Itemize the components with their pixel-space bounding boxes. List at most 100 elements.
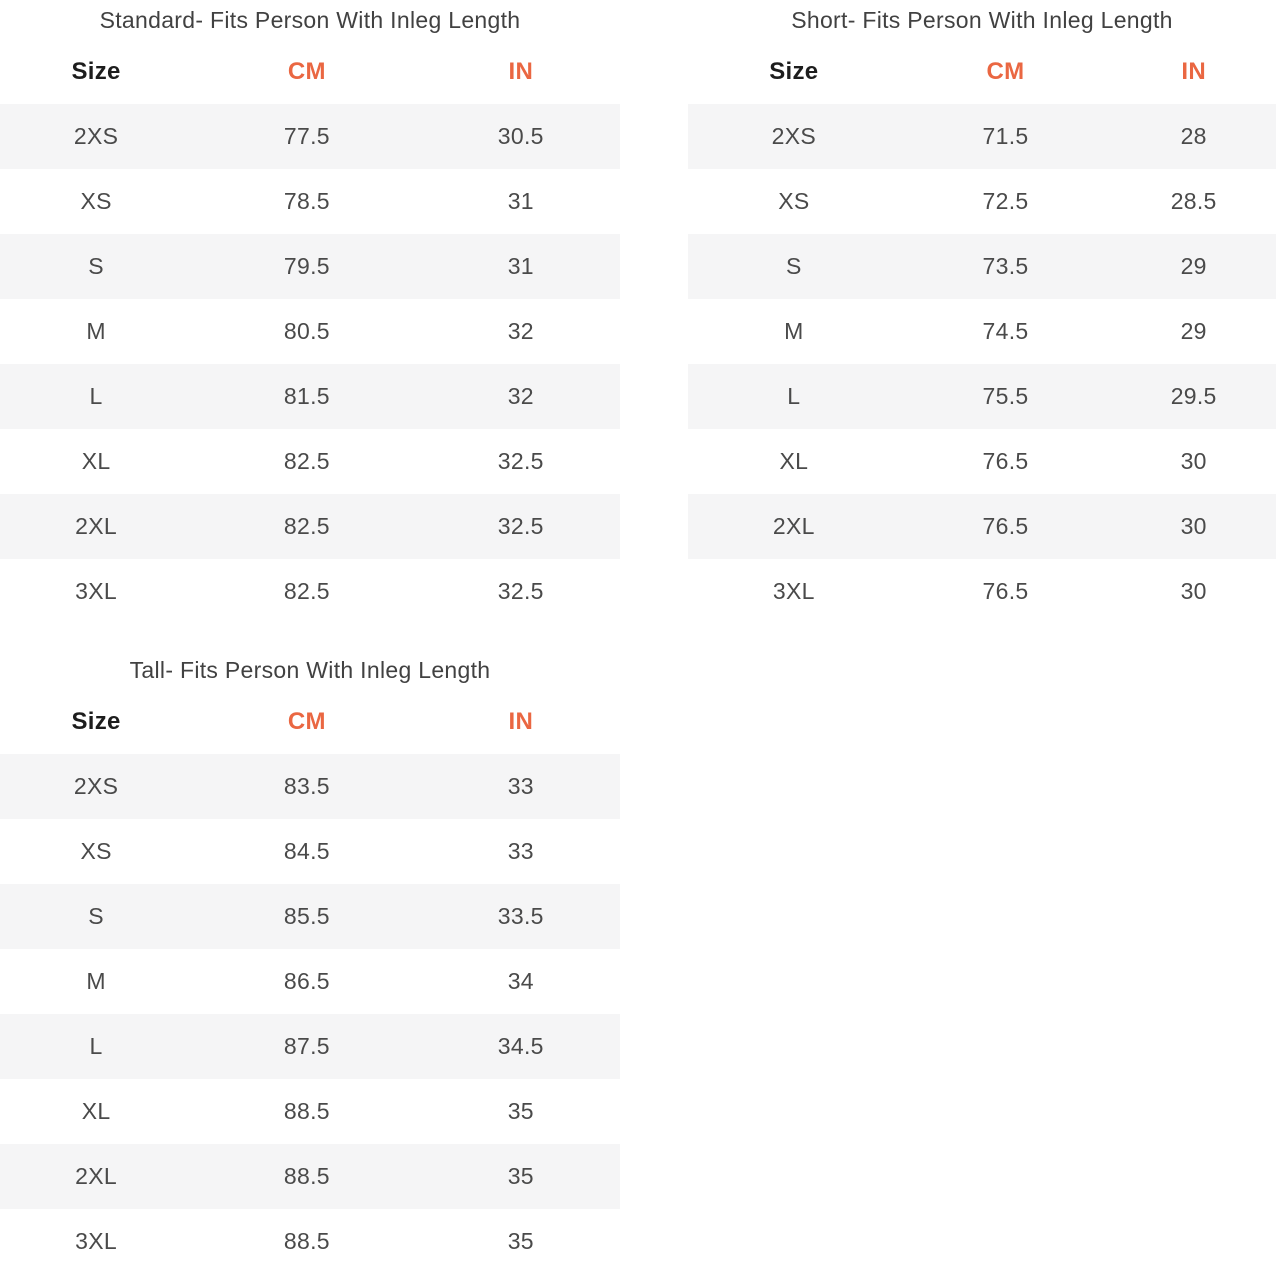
table-row: M 86.5 34	[0, 949, 620, 1014]
in-cell: 31	[507, 188, 534, 214]
cm-cell: 72.5	[982, 188, 1029, 214]
in-cell: 29	[1180, 318, 1207, 344]
cm-cell: 88.5	[283, 1163, 330, 1189]
cm-cell: 81.5	[283, 383, 330, 409]
size-cell: XL	[779, 448, 809, 474]
size-cell: 2XS	[73, 773, 119, 799]
table-row: 2XL 88.5 35	[0, 1144, 620, 1209]
table-row: 2XL 82.5 32.5	[0, 494, 620, 559]
in-cell: 32.5	[497, 513, 544, 539]
table-row: 3XL 76.5 30	[688, 559, 1276, 624]
in-cell: 35	[507, 1228, 534, 1254]
table-row: 2XS 83.5 33	[0, 754, 620, 819]
left-column: Standard- Fits Person With Inleg Length …	[0, 0, 620, 1274]
size-table-standard: Standard- Fits Person With Inleg Length …	[0, 0, 620, 624]
size-cell: M	[784, 318, 804, 344]
size-cell: 3XL	[75, 1228, 117, 1254]
cm-cell: 85.5	[283, 903, 330, 929]
table-row: S 73.5 29	[688, 234, 1276, 299]
size-cell: L	[89, 1033, 103, 1059]
column-header-size: Size	[71, 58, 121, 85]
table-row: XL 82.5 32.5	[0, 429, 620, 494]
column-header-in: IN	[508, 708, 534, 735]
in-cell: 30	[1180, 448, 1207, 474]
table-title-short: Short- Fits Person With Inleg Length	[791, 7, 1173, 33]
cm-cell: 79.5	[283, 253, 330, 279]
cm-cell: 87.5	[283, 1033, 330, 1059]
in-cell: 34	[507, 968, 534, 994]
table-row: 2XS 77.5 30.5	[0, 104, 620, 169]
table-row: S 79.5 31	[0, 234, 620, 299]
cm-cell: 86.5	[283, 968, 330, 994]
size-cell: L	[89, 383, 103, 409]
cm-cell: 82.5	[283, 448, 330, 474]
column-header-in: IN	[508, 58, 534, 85]
in-cell: 31	[507, 253, 534, 279]
size-cell: XL	[81, 448, 111, 474]
in-cell: 32.5	[497, 578, 544, 604]
column-header-cm: CM	[287, 58, 326, 85]
size-cell: XS	[80, 838, 112, 864]
table-row: S 85.5 33.5	[0, 884, 620, 949]
column-header-size: Size	[71, 708, 121, 735]
cm-cell: 74.5	[982, 318, 1029, 344]
size-cell: L	[787, 383, 801, 409]
in-cell: 30	[1180, 578, 1207, 604]
size-cell: S	[786, 253, 802, 279]
cm-cell: 73.5	[982, 253, 1029, 279]
cm-cell: 82.5	[283, 578, 330, 604]
cm-cell: 76.5	[982, 448, 1029, 474]
table-row: 3XL 82.5 32.5	[0, 559, 620, 624]
in-cell: 34.5	[497, 1033, 544, 1059]
table-row: XS 72.5 28.5	[688, 169, 1276, 234]
table-header-row: Size CM IN	[0, 690, 620, 754]
cm-cell: 75.5	[982, 383, 1029, 409]
in-cell: 30	[1180, 513, 1207, 539]
standard-table: Size CM IN 2XS 77.5 30.5 XS 78.5 31	[0, 40, 620, 624]
in-cell: 32.5	[497, 448, 544, 474]
in-cell: 33.5	[497, 903, 544, 929]
size-cell: 2XL	[75, 1163, 117, 1189]
in-cell: 32	[507, 318, 534, 344]
table-title-standard: Standard- Fits Person With Inleg Length	[99, 7, 521, 33]
in-cell: 35	[507, 1163, 534, 1189]
size-cell: S	[88, 903, 104, 929]
cm-cell: 84.5	[283, 838, 330, 864]
size-cell: XL	[81, 1098, 111, 1124]
in-cell: 29	[1180, 253, 1207, 279]
cm-cell: 78.5	[283, 188, 330, 214]
column-header-size: Size	[769, 58, 819, 85]
table-title-tall: Tall- Fits Person With Inleg Length	[129, 657, 491, 683]
size-cell: 2XL	[772, 513, 815, 539]
cm-cell: 76.5	[982, 578, 1029, 604]
size-cell: M	[86, 968, 106, 994]
table-row: M 74.5 29	[688, 299, 1276, 364]
table-row: M 80.5 32	[0, 299, 620, 364]
table-row: XL 88.5 35	[0, 1079, 620, 1144]
size-cell: XS	[80, 188, 112, 214]
in-cell: 28.5	[1170, 188, 1217, 214]
table-row: L 87.5 34.5	[0, 1014, 620, 1079]
cm-cell: 80.5	[283, 318, 330, 344]
table-row: 2XS 71.5 28	[688, 104, 1276, 169]
column-header-in: IN	[1181, 58, 1206, 85]
cm-cell: 88.5	[283, 1098, 330, 1124]
size-table-short: Short- Fits Person With Inleg Length Siz…	[688, 0, 1276, 624]
size-cell: 2XS	[73, 123, 119, 149]
table-row: 3XL 88.5 35	[0, 1209, 620, 1274]
cm-cell: 77.5	[283, 123, 330, 149]
table-header-row: Size CM IN	[688, 40, 1276, 104]
in-cell: 32	[507, 383, 534, 409]
in-cell: 35	[507, 1098, 534, 1124]
cm-cell: 83.5	[283, 773, 330, 799]
table-row: XS 78.5 31	[0, 169, 620, 234]
right-column: Short- Fits Person With Inleg Length Siz…	[688, 0, 1276, 1274]
table-row: XS 84.5 33	[0, 819, 620, 884]
cm-cell: 88.5	[283, 1228, 330, 1254]
tall-table: Size CM IN 2XS 83.5 33 XS 84.5 33	[0, 690, 620, 1274]
table-row: 2XL 76.5 30	[688, 494, 1276, 559]
size-cell: XS	[778, 188, 810, 214]
cm-cell: 71.5	[982, 123, 1029, 149]
in-cell: 30.5	[497, 123, 544, 149]
